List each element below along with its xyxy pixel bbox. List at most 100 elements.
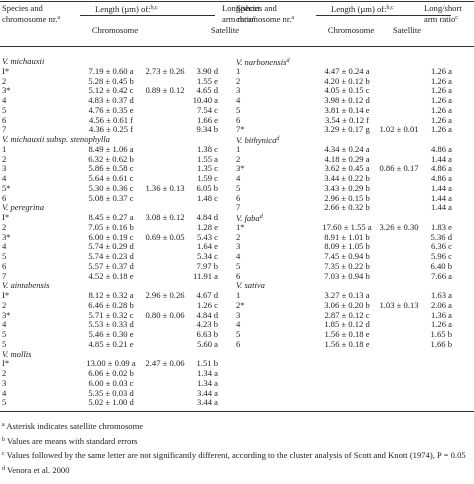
species-name: V. fabad xyxy=(236,213,263,223)
arm-ratio: 1.51 b xyxy=(196,358,218,369)
arm-ratio: 5.36 d xyxy=(430,231,452,242)
chromosome-nr: 2* xyxy=(236,299,245,310)
chromosome-nr: 2 xyxy=(236,231,241,242)
arm-ratio: 10.40 a xyxy=(192,95,218,105)
chromosome-nr: 4 xyxy=(2,319,7,330)
arm-ratio: 1.35 c xyxy=(196,163,218,174)
chromosome-length: 3.27 ± 0.13 a xyxy=(324,290,370,300)
chromosome-length: 3.98 ± 0.12 d xyxy=(324,95,370,105)
span-rule xyxy=(80,15,215,16)
chromosome-length: 4.05 ± 0.15 c xyxy=(324,85,370,96)
arm-ratio: 1.38 c xyxy=(196,143,218,154)
satellite-length: 1.36 ± 0.13 xyxy=(145,182,185,193)
satellite-length: 1.02 ± 0.01 xyxy=(379,124,419,135)
chromosome-nr: 6 xyxy=(236,270,241,281)
arm-ratio: 7.97 b xyxy=(196,260,218,271)
chromosome-nr: 4 xyxy=(2,95,7,105)
note-mark: b,c xyxy=(150,5,158,11)
chromosome-nr: 5 xyxy=(2,338,7,349)
satellite-length: 2.73 ± 0.26 xyxy=(145,65,185,76)
chromosome-length: 3.54 ± 0.12 f xyxy=(324,114,370,125)
chromosome-nr: I* xyxy=(2,290,10,300)
chromosome-length: 8.09 ± 1.05 b xyxy=(324,241,370,252)
chromosome-nr: I* xyxy=(2,212,10,222)
arm-ratio: 5.96 c xyxy=(430,251,452,261)
note-mark: a xyxy=(2,422,5,428)
chromosome-length: 2.87 ± 0.12 c xyxy=(324,309,370,320)
chromosome-length: 3.81 ± 0.14 e xyxy=(324,104,370,115)
chromosome-length: 4.20 ± 0.12 b xyxy=(324,75,370,86)
chromosome-length: 6.00 ± 0.03 c xyxy=(88,377,134,388)
chromosome-length: 17.60 ± 1.55 a xyxy=(322,221,372,232)
arm-ratio: 3.44 a xyxy=(196,387,218,398)
arm-ratio: 4.84 d xyxy=(196,212,218,222)
header-chromosome: Chromosome xyxy=(91,25,139,35)
chromosome-length: 5.53 ± 0.33 d xyxy=(88,319,134,330)
chromosome-nr: 5* xyxy=(2,182,11,193)
chromosome-nr: 7 xyxy=(2,270,7,281)
header-satellite: Satellite xyxy=(210,25,240,35)
satellite-length: 0.80 ± 0.06 xyxy=(145,309,185,320)
chromosome-length: 1.56 ± 0.18 e xyxy=(324,338,370,349)
footnote-text: Values are means with standard errors xyxy=(5,435,138,446)
satellite-length: 3.08 ± 0.12 xyxy=(145,212,185,222)
species-name: V. narbonensisd xyxy=(236,57,290,67)
arm-ratio: 1.26 a xyxy=(430,319,452,330)
arm-ratio: 1.26 a xyxy=(430,85,452,96)
chromosome-nr: 4 xyxy=(236,251,241,261)
arm-ratio: 4.84 d xyxy=(196,309,218,320)
arm-ratio: 4.86 a xyxy=(430,163,452,174)
arm-ratio: 1.59 c xyxy=(196,173,218,183)
chromosome-length: 3.43 ± 0.29 b xyxy=(324,182,370,193)
species-name: V. mollis xyxy=(2,348,32,359)
species-name: V. bithynicad xyxy=(236,135,280,145)
chromosome-length: 8.45 ± 0.27 a xyxy=(88,212,134,222)
chromosome-nr: 4 xyxy=(2,241,7,252)
chromosome-length: 5.30 ± 0.36 c xyxy=(88,182,134,193)
arm-ratio: 9.34 b xyxy=(196,124,218,135)
chromosome-length: 5.08 ± 0.37 c xyxy=(88,192,134,203)
chromosome-length: 5.02 ± 1.00 d xyxy=(88,397,134,408)
arm-ratio: 6.36 c xyxy=(430,241,452,252)
species-name: V. sativa xyxy=(236,280,265,291)
arm-ratio: 7.54 c xyxy=(196,104,218,115)
chromosome-nr: 5 xyxy=(2,329,7,339)
arm-ratio: 1.44 a xyxy=(430,202,452,213)
chromosome-length: 6.32 ± 0.62 b xyxy=(88,153,134,164)
top-rule xyxy=(0,1,474,2)
arm-ratio: 1.26 c xyxy=(196,299,218,310)
note-mark: d xyxy=(2,466,5,473)
chromosome-nr: 4 xyxy=(236,173,241,183)
arm-ratio: 1.26 a xyxy=(430,95,452,105)
chromosome-length: 5.64 ± 0.61 c xyxy=(88,173,134,183)
chromosome-nr: 5 xyxy=(236,329,241,339)
arm-ratio: 1.55 e xyxy=(196,75,218,86)
chromosome-nr: 2 xyxy=(2,221,7,232)
footnote: b Values are means with standard errors xyxy=(2,435,138,446)
note-mark: d xyxy=(286,58,290,64)
note-mark: a xyxy=(57,15,61,21)
chromosome-nr: 3* xyxy=(2,231,11,242)
species-name: V. peregrina xyxy=(2,202,45,213)
chromosome-nr: 3 xyxy=(2,163,7,174)
header-rule xyxy=(0,46,474,47)
satellite-length: 2.47 ± 0.06 xyxy=(145,358,185,369)
satellite-length: 0.89 ± 0.12 xyxy=(145,85,185,96)
arm-ratio: 6.40 b xyxy=(430,260,452,271)
chromosome-length: 5.46 ± 0.30 e xyxy=(88,329,134,339)
arm-ratio: 4.86 a xyxy=(430,143,452,154)
chromosome-length: 7.35 ± 0.22 b xyxy=(324,260,370,271)
note-mark: d xyxy=(259,214,263,220)
arm-ratio: 1.26 a xyxy=(430,104,452,115)
arm-ratio: 4.65 d xyxy=(196,85,218,96)
footnote-text: Venora et al. 2000 xyxy=(5,465,70,476)
arm-ratio: 1.34 a xyxy=(196,377,218,388)
note-mark: c xyxy=(2,451,5,458)
chromosome-nr: I* xyxy=(2,65,10,76)
arm-ratio: 1.44 a xyxy=(430,192,452,203)
chromosome-nr: 7 xyxy=(236,202,241,213)
header-ratio: Long/short arm ratioc xyxy=(222,3,260,24)
footnote: d Venora et al. 2000 xyxy=(2,464,70,475)
header-species: Species and chromosome nr.a xyxy=(236,3,295,24)
